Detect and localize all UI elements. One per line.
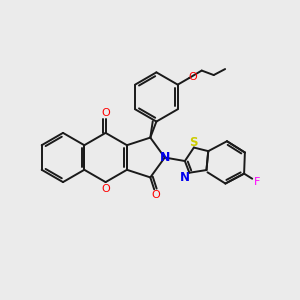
- Text: N: N: [180, 171, 190, 184]
- Text: O: O: [101, 184, 110, 194]
- Text: S: S: [190, 136, 198, 148]
- Text: O: O: [101, 108, 110, 118]
- Text: F: F: [254, 177, 260, 187]
- Text: N: N: [160, 151, 170, 164]
- Text: O: O: [188, 72, 197, 82]
- Text: O: O: [152, 190, 161, 200]
